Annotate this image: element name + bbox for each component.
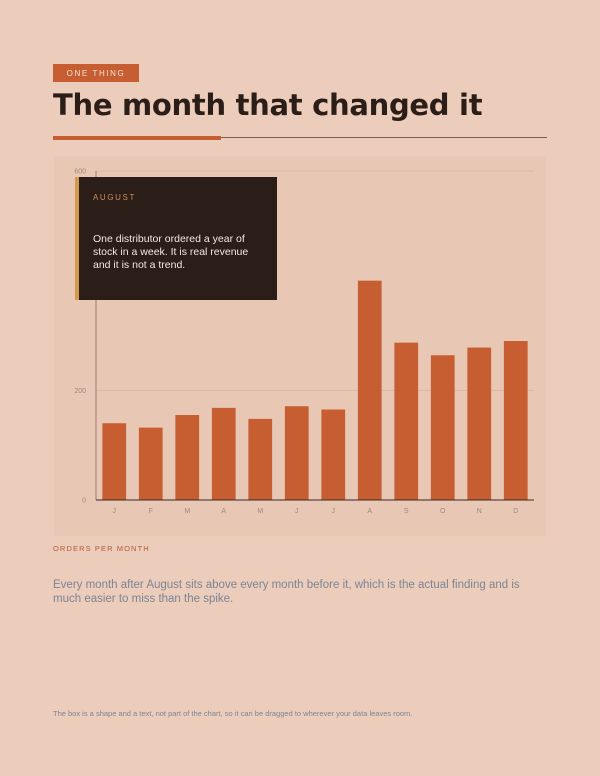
x-tick-label: M xyxy=(184,508,190,515)
x-tick-label: D xyxy=(513,508,518,515)
x-tick-label: A xyxy=(221,508,226,515)
bar xyxy=(503,340,528,500)
bar xyxy=(394,342,419,500)
section-tag: ONE THING xyxy=(53,64,139,82)
x-tick-label: A xyxy=(367,508,372,515)
chart-panel: 0 200 600 J F M A M J J A S O N D xyxy=(54,156,546,536)
x-tick-label: F xyxy=(149,508,153,515)
title-divider-accent xyxy=(53,136,221,140)
y-tick-label: 200 xyxy=(74,388,86,395)
page-title: The month that changed it xyxy=(53,88,483,122)
section-tag-label: ONE THING xyxy=(66,68,126,78)
callout-accent-bar xyxy=(75,177,79,300)
bar xyxy=(284,406,309,500)
y-tick-label: 0 xyxy=(82,498,86,505)
bar xyxy=(467,347,492,500)
bar xyxy=(175,415,200,500)
bar xyxy=(248,418,273,500)
bar xyxy=(102,423,127,500)
x-tick-label: N xyxy=(477,508,482,515)
annotation-callout[interactable]: AUGUST One distributor ordered a year of… xyxy=(75,177,277,300)
finding-text: Every month after August sits above ever… xyxy=(53,579,520,605)
footnote: The box is a shape and a text, not part … xyxy=(53,709,413,718)
chart-caption: ORDERS PER MONTH xyxy=(53,544,150,553)
x-tick-label: O xyxy=(440,508,446,515)
bar xyxy=(430,355,455,500)
title-divider xyxy=(53,137,547,138)
bar xyxy=(138,427,163,500)
callout-text: One distributor ordered a year of stock … xyxy=(93,233,249,271)
x-tick-label: J xyxy=(113,508,117,515)
bar xyxy=(211,407,236,500)
callout-title: AUGUST xyxy=(93,193,136,202)
x-tick-label: J xyxy=(332,508,336,515)
bar-chart: 0 200 600 J F M A M J J A S O N D xyxy=(74,169,534,515)
bar xyxy=(357,280,382,500)
x-tick-label: M xyxy=(257,508,263,515)
x-tick-label: S xyxy=(404,508,409,515)
y-tick-label: 600 xyxy=(74,169,86,176)
x-tick-label: J xyxy=(295,508,299,515)
bar xyxy=(321,409,346,500)
